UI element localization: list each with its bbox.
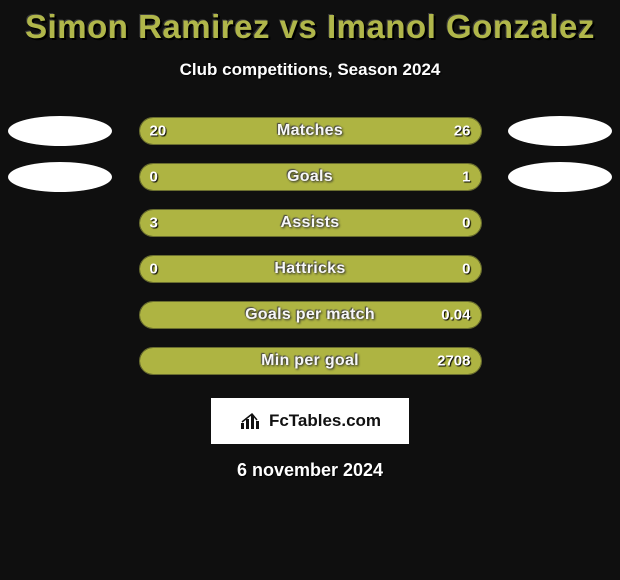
stat-label: Matches	[140, 122, 481, 140]
snapshot-date: 6 november 2024	[0, 460, 620, 481]
stat-row: 01Goals	[0, 154, 620, 200]
site-logo: FcTables.com	[211, 398, 409, 444]
player-left-marker	[8, 162, 112, 192]
logo-text: FcTables.com	[269, 411, 381, 431]
player-right-marker	[508, 116, 612, 146]
stat-row: 2708Min per goal	[0, 338, 620, 384]
stat-bar: 01Goals	[139, 163, 482, 191]
stat-label: Goals per match	[140, 306, 481, 324]
page-title: Simon Ramirez vs Imanol Gonzalez	[0, 8, 620, 46]
player-left-marker	[8, 116, 112, 146]
bar-chart-icon	[239, 411, 263, 431]
stat-rows: 2026Matches 01Goals 30Assists 00Hattricks 0.…	[0, 108, 620, 384]
stat-label: Assists	[140, 214, 481, 232]
stat-bar: 2026Matches	[139, 117, 482, 145]
stat-bar: 0.04Goals per match	[139, 301, 482, 329]
page-subtitle: Club competitions, Season 2024	[0, 60, 620, 80]
stat-row: 00Hattricks	[0, 246, 620, 292]
comparison-infographic: Simon Ramirez vs Imanol Gonzalez Club co…	[0, 0, 620, 580]
stat-label: Goals	[140, 168, 481, 186]
stat-label: Min per goal	[140, 352, 481, 370]
stat-bar: 2708Min per goal	[139, 347, 482, 375]
stat-row: 30Assists	[0, 200, 620, 246]
player-right-marker	[508, 162, 612, 192]
stat-row: 2026Matches	[0, 108, 620, 154]
stat-label: Hattricks	[140, 260, 481, 278]
stat-bar: 30Assists	[139, 209, 482, 237]
stat-row: 0.04Goals per match	[0, 292, 620, 338]
stat-bar: 00Hattricks	[139, 255, 482, 283]
